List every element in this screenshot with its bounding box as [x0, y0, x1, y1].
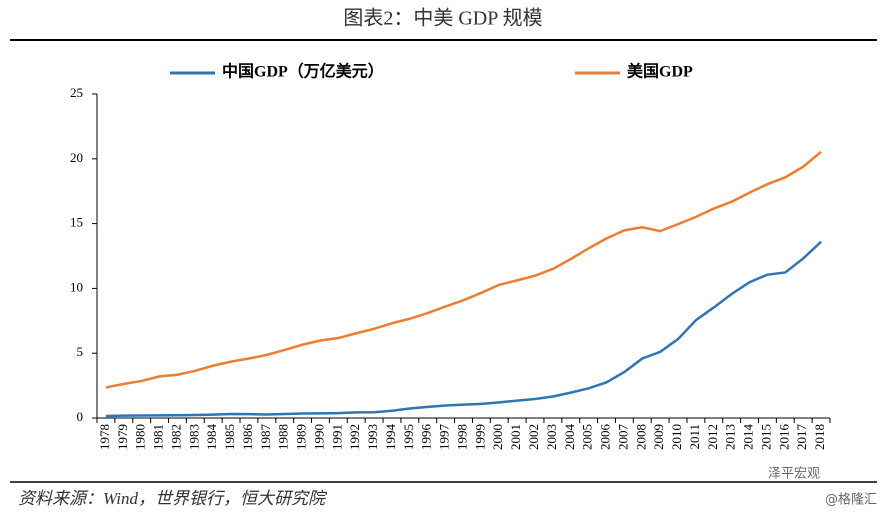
x-tick-label: 1981: [151, 424, 166, 450]
source: 资料来源：Wind，世界银行，恒大研究院: [18, 489, 328, 508]
x-tick-label: 1995: [401, 424, 416, 450]
x-tick-label: 2015: [758, 424, 773, 450]
x-tick-label: 1993: [365, 424, 380, 450]
legend-label: 中国GDP（万亿美元）: [222, 62, 384, 81]
x-tick-label: 1997: [437, 424, 452, 451]
x-tick-label: 1988: [276, 424, 291, 450]
x-tick-label: 2001: [508, 424, 523, 450]
y-tick-label: 20: [70, 150, 83, 165]
y-tick-label: 10: [70, 279, 83, 294]
x-tick-label: 1987: [258, 424, 273, 451]
y-tick-label: 5: [77, 344, 84, 359]
x-tick-label: 1982: [168, 424, 183, 450]
x-tick-label: 2016: [776, 424, 791, 451]
watermark-handle: @格隆汇: [825, 492, 877, 508]
x-tick-label: 2010: [669, 424, 684, 450]
x-tick-label: 2018: [812, 424, 827, 450]
series-line: [105, 240, 822, 418]
x-tick-label: 1979: [115, 424, 130, 450]
watermark-name: 泽平宏观: [768, 467, 820, 482]
x-tick-label: 2002: [526, 424, 541, 450]
x-tick-label: 2007: [615, 424, 630, 451]
chart-title: 图表2：中美 GDP 规模: [343, 7, 542, 30]
x-tick-label: 2013: [723, 424, 738, 450]
x-tick-label: 2005: [580, 424, 595, 450]
x-tick-label: 1999: [472, 424, 487, 450]
x-tick-label: 1978: [97, 424, 112, 450]
x-tick-label: 2000: [490, 424, 505, 450]
x-tick-label: 2009: [651, 424, 666, 450]
x-tick-label: 2006: [598, 424, 613, 451]
x-tick-label: 2011: [687, 424, 702, 450]
x-tick-label: 1983: [186, 424, 201, 450]
x-tick-label: 2014: [741, 424, 756, 451]
y-tick-label: 15: [70, 215, 83, 230]
x-tick-label: 1984: [204, 424, 219, 451]
legend-label: 美国GDP: [627, 62, 693, 81]
y-tick-label: 25: [70, 85, 83, 100]
x-tick-label: 2017: [794, 424, 809, 451]
x-tick-label: 2012: [705, 424, 720, 450]
x-tick-label: 1989: [294, 424, 309, 450]
x-tick-label: 1985: [222, 424, 237, 450]
x-tick-label: 1996: [419, 424, 434, 451]
x-tick-label: 1991: [329, 424, 344, 450]
x-tick-label: 2003: [544, 424, 559, 450]
x-tick-label: 1994: [383, 424, 398, 451]
x-tick-label: 2004: [562, 424, 577, 451]
x-tick-label: 1986: [240, 424, 255, 451]
x-tick-label: 2008: [633, 424, 648, 450]
x-tick-label: 1990: [311, 424, 326, 450]
y-tick-label: 0: [77, 409, 84, 424]
series-line: [105, 150, 822, 389]
x-tick-label: 1998: [454, 424, 469, 450]
x-tick-label: 1980: [133, 424, 148, 450]
x-tick-label: 1992: [347, 424, 362, 450]
